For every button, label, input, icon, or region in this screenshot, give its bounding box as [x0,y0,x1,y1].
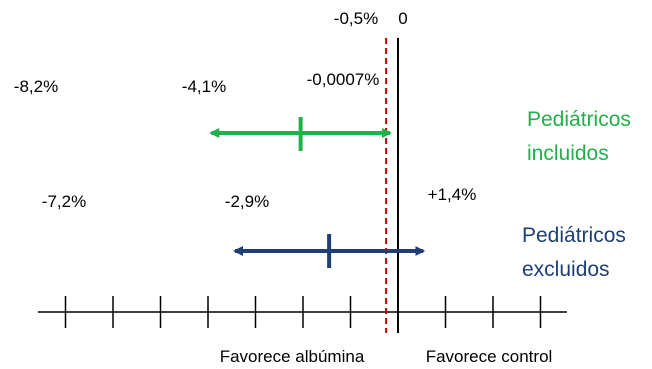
included-high-label: -0,0007% [307,70,380,89]
included-series-label-line2: incluidos [527,142,609,165]
excluded-series-label-line1: Pediátricos [522,224,626,247]
margin-label: -0,5% [334,9,378,28]
excluded-point-label: -2,9% [225,192,269,211]
excluded-series-label-line2: excluidos [522,258,610,281]
zero-label: 0 [398,9,407,28]
included-point-label: -4,1% [182,77,226,96]
excluded-low-label: -7,2% [42,192,86,211]
favor-left-label: Favorece albúmina [220,347,365,366]
included-low-label: -8,2% [14,77,58,96]
favor-right-label: Favorece control [426,347,553,366]
excluded-high-label: +1,4% [428,185,477,204]
included-series-label-line1: Pediátricos [527,108,631,131]
